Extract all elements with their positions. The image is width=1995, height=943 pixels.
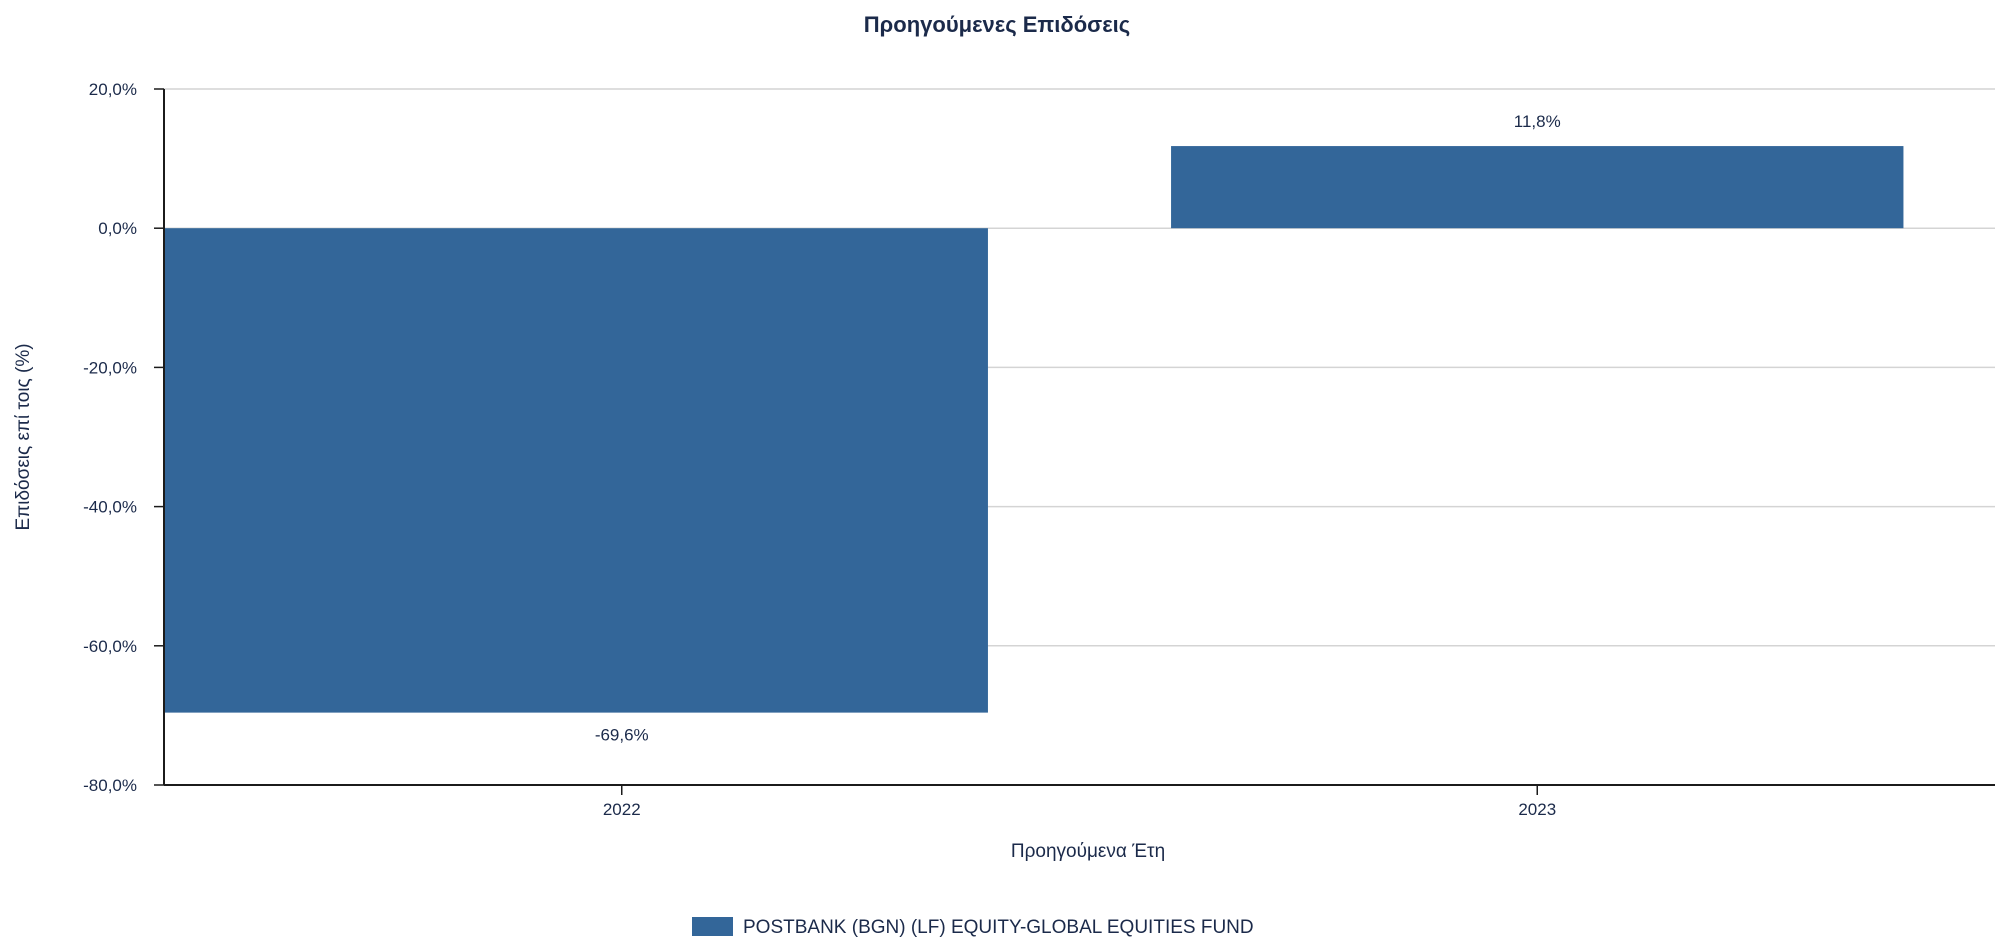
data-label-2023: 11,8%: [1514, 112, 1561, 131]
y-tick-label: -20,0%: [83, 358, 137, 377]
y-tick-label: -40,0%: [83, 498, 137, 517]
legend-label: POSTBANK (BGN) (LF) EQUITY-GLOBAL EQUITI…: [743, 917, 1254, 938]
y-axis-title: Επιδόσεις επί τοις (%): [13, 343, 34, 530]
y-tick-label: 20,0%: [89, 80, 137, 99]
chart-title: Προηγούμενες Επιδόσεις: [864, 12, 1130, 37]
y-tick-label: 0,0%: [98, 219, 137, 238]
data-labels: -69,6% 11,8%: [595, 112, 1561, 745]
x-axis-title: Προηγούμενα Έτη: [1011, 841, 1165, 862]
x-tick-label: 2022: [603, 800, 641, 819]
y-tick-label: -80,0%: [83, 776, 137, 795]
bar-2023[interactable]: [1171, 146, 1904, 229]
legend-swatch: [692, 917, 733, 936]
x-tick-label: 2023: [1518, 800, 1556, 819]
axes: [163, 89, 1995, 786]
data-label-2022: -69,6%: [595, 726, 649, 745]
y-axis-ticks: 20,0% 0,0% -20,0% -40,0% -60,0% -80,0%: [83, 80, 164, 795]
x-axis-ticks: 2022 2023: [603, 785, 1556, 819]
legend[interactable]: POSTBANK (BGN) (LF) EQUITY-GLOBAL EQUITI…: [692, 917, 1254, 938]
bars: [164, 146, 1904, 713]
bar-2022[interactable]: [164, 228, 988, 713]
y-tick-label: -60,0%: [83, 637, 137, 656]
